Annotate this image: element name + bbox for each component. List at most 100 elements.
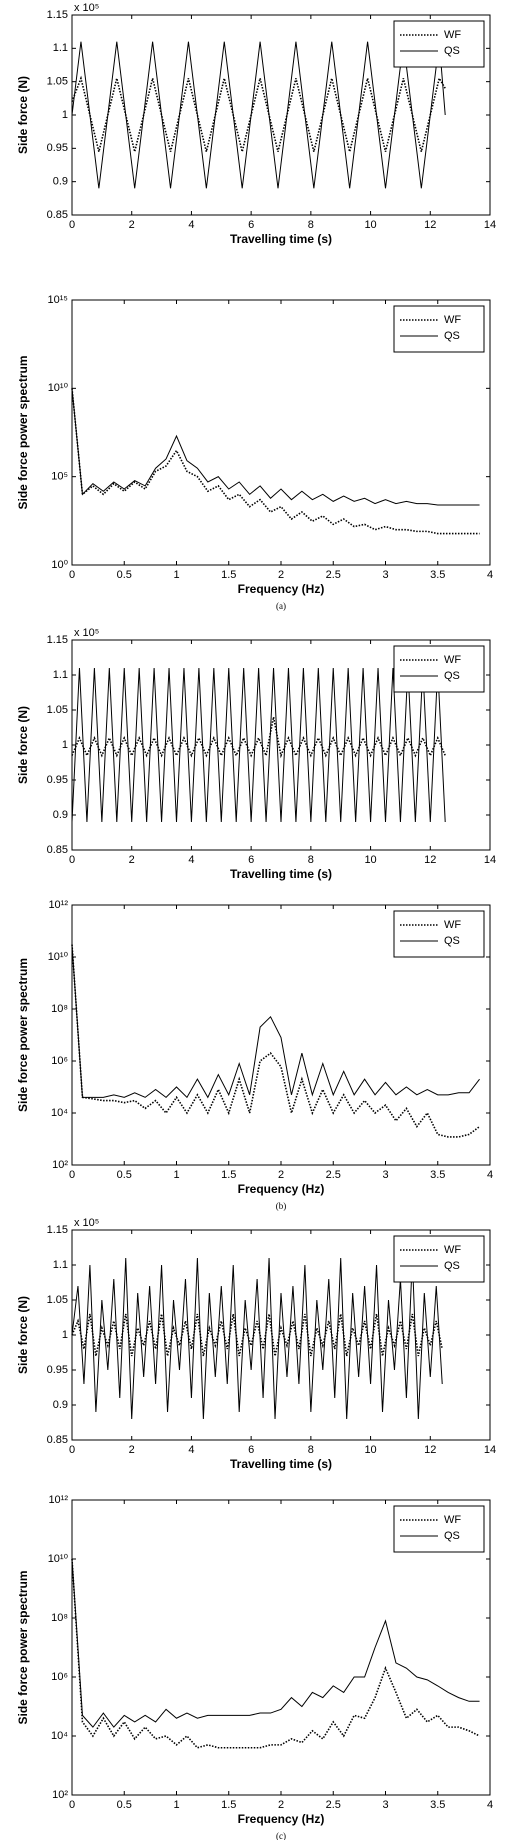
y-tick-label: 1 <box>62 1329 68 1341</box>
legend-label: QS <box>444 1260 460 1272</box>
x-axis-label: Travelling time (s) <box>230 1457 332 1471</box>
x-tick-label: 0.5 <box>117 1169 132 1181</box>
y-tick-label: 1.05 <box>47 76 68 88</box>
chart: 0 0.5 1 1.5 2 2.5 3 3.5 4 10² 10⁴ 10⁶ 10⁸ 10¹⁰ 10¹² WF Q… <box>16 1494 493 1840</box>
y-axis-label: Side force (N) <box>16 706 30 784</box>
x-axis-label: Frequency (Hz) <box>238 1812 325 1826</box>
x-tick-label: 10 <box>364 1444 376 1456</box>
y-tick-label: 10¹⁰ <box>48 951 69 963</box>
x-tick-label: 1 <box>173 1799 179 1811</box>
x-tick-label: 3 <box>382 1799 388 1811</box>
y-tick-label: 10⁸ <box>51 1003 68 1015</box>
y-tick-label: 10⁸ <box>51 1612 68 1624</box>
x-tick-label: 6 <box>248 1444 254 1456</box>
legend-label: WF <box>444 919 461 931</box>
x-tick-label: 0 <box>69 1799 75 1811</box>
legend-box <box>393 645 485 693</box>
series-line <box>71 667 446 823</box>
x-tick-label: 8 <box>308 1444 314 1456</box>
y-tick-label: 1.1 <box>53 669 68 681</box>
legend-label: QS <box>444 45 460 57</box>
x-tick-label: 10 <box>364 219 376 231</box>
series-line <box>71 388 480 535</box>
series-line <box>71 944 481 1138</box>
y-tick-label: 10⁵ <box>51 471 68 483</box>
series-line <box>71 1558 480 1728</box>
legend-label: WF <box>444 29 461 41</box>
x-tick-label: 1.5 <box>221 569 236 581</box>
x-tick-label: 2 <box>129 854 135 866</box>
x-tick-label: 8 <box>308 854 314 866</box>
legend-label: QS <box>444 330 460 342</box>
x-tick-label: 2.5 <box>326 1799 341 1811</box>
y-tick-label: 0.85 <box>47 209 68 221</box>
y-tick-label: 1 <box>62 739 68 751</box>
y-tick-label: 10² <box>52 1159 68 1171</box>
x-axis-label: Frequency (Hz) <box>238 1182 325 1196</box>
y-tick-label: 10¹² <box>48 1494 68 1506</box>
y-tick-label: 1.1 <box>53 42 68 54</box>
y-tick-label: 0.9 <box>53 1399 68 1411</box>
legend-box <box>393 910 485 958</box>
legend-label: WF <box>444 654 461 666</box>
x-tick-label: 1.5 <box>221 1169 236 1181</box>
x-tick-label: 14 <box>484 1444 496 1456</box>
y-tick-label: 1.15 <box>47 9 68 21</box>
x-tick-label: 0 <box>69 569 75 581</box>
x-tick-label: 2 <box>129 219 135 231</box>
axis-multiplier: x 10⁵ <box>74 627 99 639</box>
chart: 0 2 4 6 8 10 12 14 0.85 0.9 0.95 1 1.05 1.1 1.15 WF QS Tr… <box>16 2 496 246</box>
caption: (b) <box>276 1201 287 1211</box>
y-tick-label: 10² <box>52 1789 68 1801</box>
series-line <box>71 1257 443 1420</box>
y-tick-label: 10⁴ <box>51 1107 68 1119</box>
x-tick-label: 12 <box>424 854 436 866</box>
legend-label: QS <box>444 935 460 947</box>
x-tick-label: 4 <box>188 1444 194 1456</box>
y-tick-label: 10⁶ <box>51 1055 68 1067</box>
legend-label: QS <box>444 670 460 682</box>
x-tick-label: 4 <box>487 569 493 581</box>
x-tick-label: 2.5 <box>326 1169 341 1181</box>
y-tick-label: 10¹² <box>48 899 68 911</box>
x-tick-label: 2.5 <box>326 569 341 581</box>
x-tick-label: 1 <box>173 1169 179 1181</box>
x-tick-label: 0 <box>69 1444 75 1456</box>
caption: (a) <box>276 601 286 611</box>
y-tick-label: 10¹⁰ <box>48 382 69 394</box>
series-line <box>71 1313 444 1357</box>
caption: (c) <box>276 1831 286 1840</box>
x-tick-label: 1.5 <box>221 1799 236 1811</box>
x-tick-label: 8 <box>308 219 314 231</box>
y-tick-label: 10¹⁵ <box>48 294 68 306</box>
x-tick-label: 6 <box>248 219 254 231</box>
x-tick-label: 10 <box>364 854 376 866</box>
legend-box <box>393 305 485 353</box>
x-tick-label: 4 <box>188 854 194 866</box>
legend-label: WF <box>444 1514 461 1526</box>
x-tick-label: 3 <box>382 1169 388 1181</box>
x-tick-label: 0 <box>69 219 75 231</box>
x-tick-label: 0.5 <box>117 569 132 581</box>
y-tick-label: 0.95 <box>47 1364 68 1376</box>
x-tick-label: 12 <box>424 219 436 231</box>
y-axis-label: Side force power spectrum <box>16 958 30 1112</box>
legend-label: WF <box>444 1244 461 1256</box>
x-axis-label: Travelling time (s) <box>230 867 332 881</box>
y-tick-label: 0.85 <box>47 1434 68 1446</box>
x-tick-label: 6 <box>248 854 254 866</box>
y-axis-label: Side force (N) <box>16 76 30 154</box>
y-tick-label: 10⁰ <box>51 559 68 571</box>
x-tick-label: 2 <box>278 1799 284 1811</box>
legend-box <box>393 20 485 68</box>
x-tick-label: 2 <box>278 569 284 581</box>
x-tick-label: 12 <box>424 1444 436 1456</box>
x-tick-label: 0 <box>69 854 75 866</box>
y-tick-label: 1 <box>62 109 68 121</box>
x-tick-label: 3.5 <box>430 1799 445 1811</box>
series-line <box>71 41 446 189</box>
x-tick-label: 3.5 <box>430 569 445 581</box>
series-line <box>71 75 446 152</box>
y-tick-label: 1.15 <box>47 634 68 646</box>
